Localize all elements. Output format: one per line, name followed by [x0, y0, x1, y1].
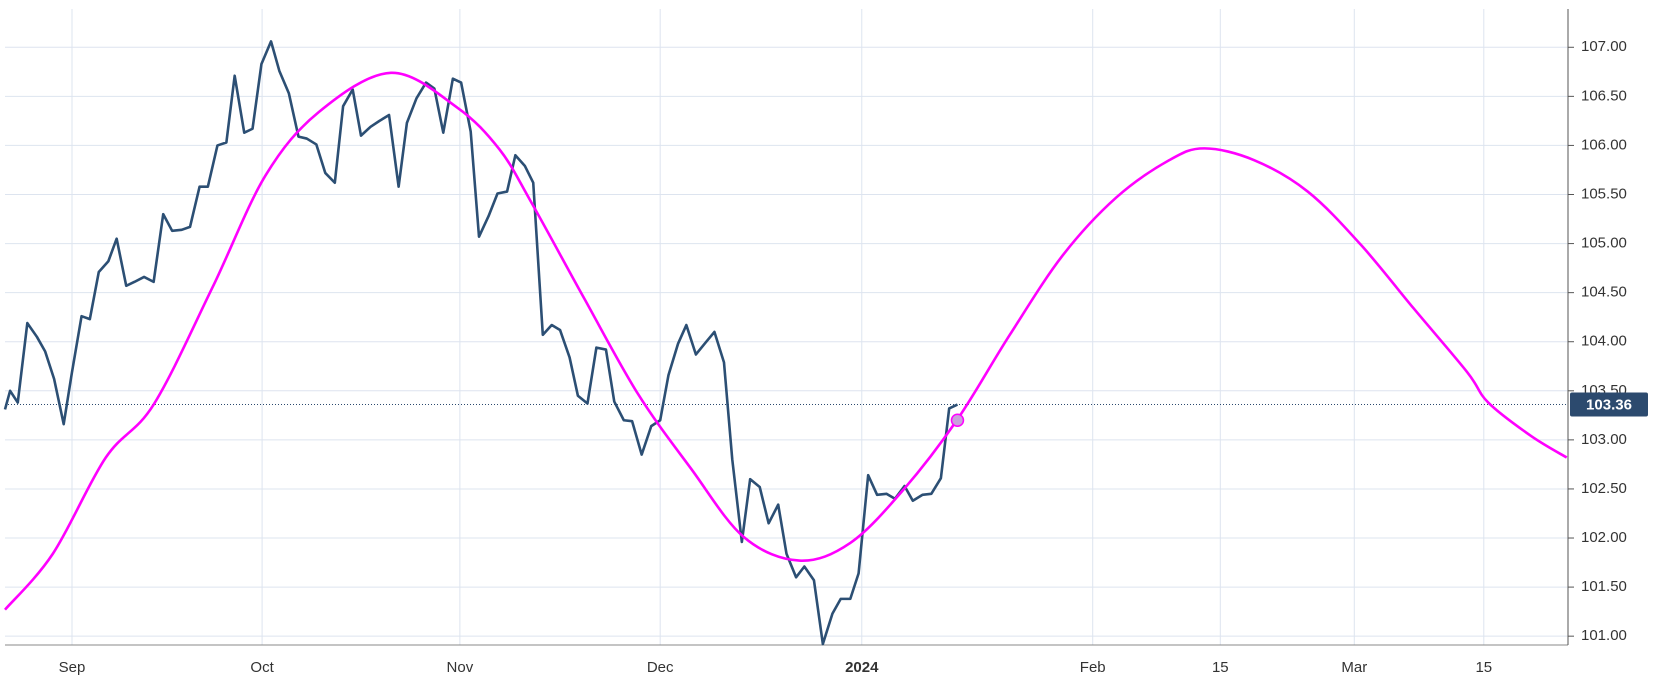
- y-tick-label: 106.50: [1581, 87, 1627, 104]
- x-tick-label: Sep: [59, 659, 86, 676]
- y-tick-label: 102.50: [1581, 480, 1627, 497]
- last-value-box: [1570, 392, 1648, 417]
- x-tick-label: Oct: [250, 659, 274, 676]
- x-tick-label: Mar: [1341, 659, 1367, 676]
- y-tick-label: 107.00: [1581, 38, 1627, 55]
- cycle-marker: [950, 413, 965, 427]
- y-tick-label: 101.50: [1581, 578, 1627, 595]
- x-tick-label: Nov: [447, 659, 474, 676]
- x-tick-label: Feb: [1080, 659, 1106, 676]
- x-tick-label: 2024: [845, 659, 879, 676]
- y-tick-label: 104.50: [1581, 284, 1627, 301]
- y-tick-label: 101.00: [1581, 627, 1627, 644]
- x-tick-label: 15: [1475, 659, 1492, 676]
- y-tick-label: 102.00: [1581, 529, 1627, 546]
- y-tick-label: 105.50: [1581, 185, 1627, 202]
- y-tick-label: 104.00: [1581, 333, 1627, 350]
- x-tick-label: 15: [1212, 659, 1229, 676]
- y-tick-label: 105.00: [1581, 235, 1627, 252]
- last-value-label: 103.36: [1586, 397, 1632, 414]
- y-tick-label: 106.00: [1581, 136, 1627, 153]
- series-line: [3, 40, 959, 646]
- y-tick-label: 103.00: [1581, 431, 1627, 448]
- series-line: [4, 71, 1568, 611]
- x-tick-label: Dec: [647, 659, 674, 676]
